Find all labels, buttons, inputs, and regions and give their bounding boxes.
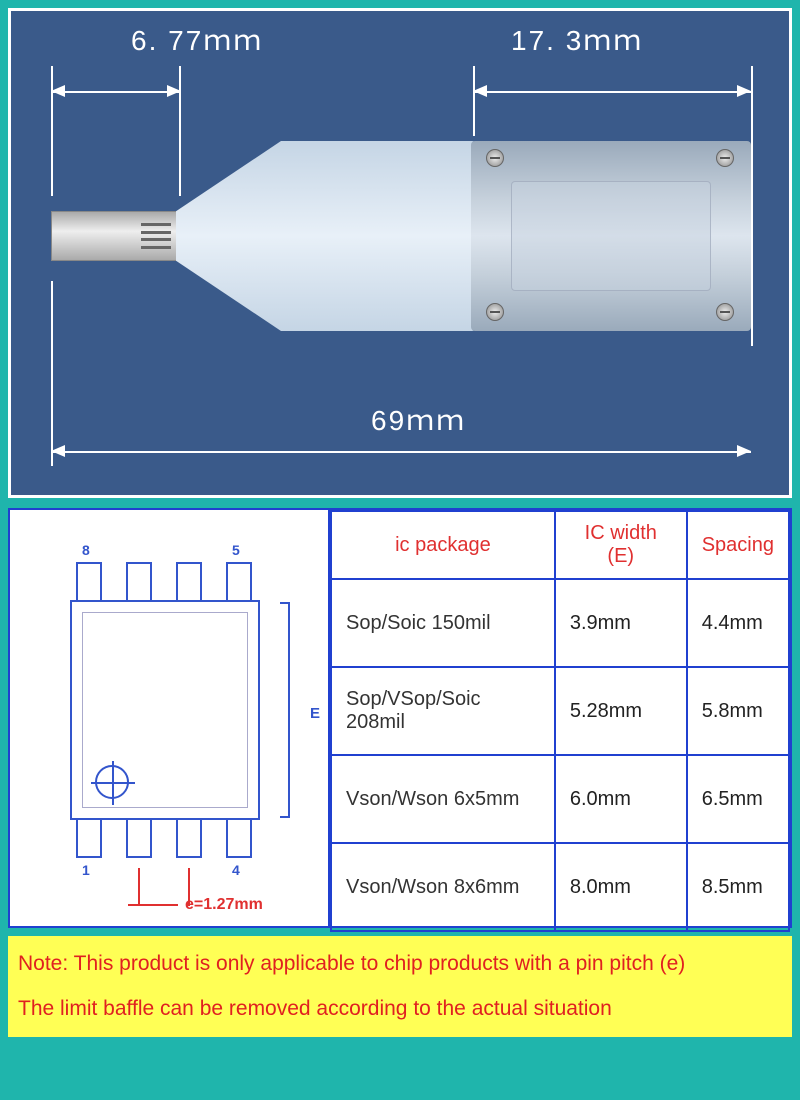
note-line2: The limit baffle can be removed accordin… xyxy=(18,995,782,1022)
clip-neck xyxy=(176,141,476,331)
cell-package: Sop/VSop/Soic 208mil xyxy=(331,667,555,755)
pin-label-8: 8 xyxy=(82,542,90,558)
ic-pin xyxy=(176,562,202,602)
ic-pin xyxy=(76,562,102,602)
col-spacing: Spacing xyxy=(687,511,789,579)
ic-package-diagram: 8 5 1 4 E e=1.27mm xyxy=(10,510,330,926)
width-label: E xyxy=(310,705,320,722)
ext-line xyxy=(473,66,475,136)
pitch-ext-line xyxy=(138,868,140,906)
dim-line xyxy=(473,91,751,93)
pin-label-4: 4 xyxy=(232,862,240,878)
cell-spacing: 5.8mm xyxy=(687,667,789,755)
arrow-icon xyxy=(473,85,487,97)
width-bracket xyxy=(280,602,290,818)
dim-line xyxy=(51,451,751,453)
cell-width: 8.0mm xyxy=(555,843,687,931)
cell-width: 5.28mm xyxy=(555,667,687,755)
col-package: ic package xyxy=(331,511,555,579)
clip-rear-glass xyxy=(511,181,711,291)
pin-label-5: 5 xyxy=(232,542,240,558)
ic-pin xyxy=(126,818,152,858)
screw-icon xyxy=(486,303,504,321)
pitch-dim-line xyxy=(128,904,178,906)
cell-package: Vson/Wson 8x6mm xyxy=(331,843,555,931)
col-width: IC width (E) xyxy=(555,511,687,579)
ic-pin xyxy=(176,818,202,858)
table-header-row: ic package IC width (E) Spacing xyxy=(331,511,789,579)
dim-tip-width: 6. 77ｍｍ xyxy=(131,19,263,59)
ic-pin1-marker xyxy=(95,765,129,799)
table-row: Sop/Soic 150mil 3.9mm 4.4mm xyxy=(331,579,789,667)
table-row: Vson/Wson 8x6mm 8.0mm 8.5mm xyxy=(331,843,789,931)
ic-pin xyxy=(126,562,152,602)
dim-line xyxy=(51,91,181,93)
note-box: Note: This product is only applicable to… xyxy=(8,936,792,1037)
spec-panel: 8 5 1 4 E e=1.27mm ic package IC width (… xyxy=(8,508,792,928)
ic-pin xyxy=(226,818,252,858)
clip-illustration xyxy=(51,141,759,331)
pin-label-1: 1 xyxy=(82,862,90,878)
cell-spacing: 8.5mm xyxy=(687,843,789,931)
screw-icon xyxy=(716,149,734,167)
dim-total-length: 69ｍｍ xyxy=(371,399,466,439)
dim-rear-width: 17. 3ｍｍ xyxy=(511,19,643,59)
arrow-icon xyxy=(737,445,751,457)
spec-table: ic package IC width (E) Spacing Sop/Soic… xyxy=(330,510,790,932)
note-line1: Note: This product is only applicable to… xyxy=(18,952,685,975)
dimension-drawing: 6. 77ｍｍ 17. 3ｍｍ 69ｍｍ xyxy=(8,8,792,498)
screw-icon xyxy=(716,303,734,321)
table-row: Sop/VSop/Soic 208mil 5.28mm 5.8mm xyxy=(331,667,789,755)
clip-tip-pins xyxy=(141,221,171,251)
cell-width: 6.0mm xyxy=(555,755,687,843)
pitch-label: e=1.27mm xyxy=(185,896,263,914)
ic-pin xyxy=(226,562,252,602)
ic-pin xyxy=(76,818,102,858)
cell-width: 3.9mm xyxy=(555,579,687,667)
arrow-icon xyxy=(51,85,65,97)
arrow-icon xyxy=(737,85,751,97)
cell-package: Sop/Soic 150mil xyxy=(331,579,555,667)
cell-package: Vson/Wson 6x5mm xyxy=(331,755,555,843)
table-row: Vson/Wson 6x5mm 6.0mm 6.5mm xyxy=(331,755,789,843)
cell-spacing: 6.5mm xyxy=(687,755,789,843)
arrow-icon xyxy=(51,445,65,457)
cell-spacing: 4.4mm xyxy=(687,579,789,667)
screw-icon xyxy=(486,149,504,167)
